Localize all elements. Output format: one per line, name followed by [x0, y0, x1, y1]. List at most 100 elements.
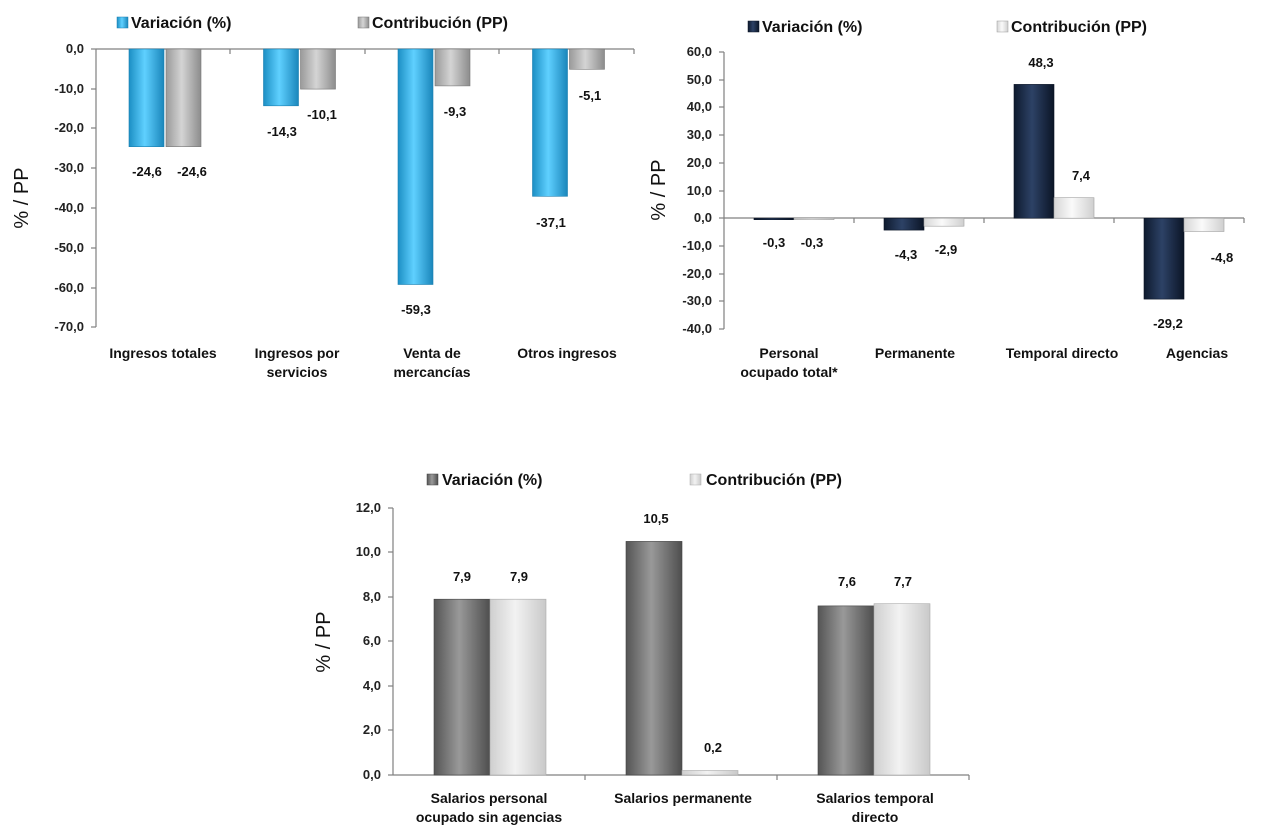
chart-personal: Variación (%) Contribución (PP) % / PP 6… — [648, 19, 1245, 380]
y-tick-label: 20,0 — [687, 155, 712, 170]
bar-variacion-4 — [1143, 217, 1185, 300]
data-labels: -0,3 -0,3 -4,3 -2,9 48,3 7,4 -29,2 -4,8 — [763, 55, 1233, 331]
bars — [433, 541, 931, 776]
data-label: -0,3 — [763, 235, 785, 250]
legend-label-contribucion: Contribución (PP) — [1011, 19, 1147, 36]
y-tick-label: -60,0 — [54, 280, 84, 295]
y-tick-label: 2,0 — [363, 722, 381, 737]
chart-ingresos: Variación (%) Contribución (PP) % / PP 0… — [11, 15, 635, 380]
legend-swatch-contribucion — [689, 473, 702, 486]
bar-variacion-3 — [1013, 84, 1055, 219]
legend: Variación (%) Contribución (PP) — [747, 19, 1147, 36]
x-category-label: Temporal directo — [1006, 345, 1119, 361]
legend-swatch-variacion — [747, 20, 760, 33]
y-tick-label: 40,0 — [687, 99, 712, 114]
legend-label-contribucion: Contribución (PP) — [706, 472, 842, 489]
bars — [128, 48, 605, 285]
x-category-label: Salarios temporal directo — [816, 790, 934, 825]
data-label: 7,6 — [838, 574, 856, 589]
bar-contribucion-1 — [793, 217, 835, 220]
y-tick-label: 10,0 — [687, 183, 712, 198]
bar-variacion-2 — [263, 48, 299, 107]
chart-salarios: Variación (%) Contribución (PP) % / PP 1… — [313, 472, 970, 825]
y-ticks: 0,0 -10,0 -20,0 -30,0 -40,0 -50,0 -60,0 … — [54, 41, 84, 334]
x-category-label: Salarios personal ocupado sin agencias — [416, 790, 562, 825]
y-tick-label: 50,0 — [687, 72, 712, 87]
bars — [753, 84, 1225, 300]
legend-swatch-contribucion — [996, 20, 1009, 33]
y-axis-title: % / PP — [648, 159, 670, 220]
bar-contribucion-4 — [1183, 217, 1225, 232]
legend-swatch-variacion — [426, 473, 439, 486]
y-axis-title: % / PP — [11, 167, 33, 228]
bar-contribucion-1 — [489, 598, 547, 776]
x-category-label: Otros ingresos — [517, 345, 617, 361]
data-label: 10,5 — [643, 511, 668, 526]
data-label: -29,2 — [1153, 316, 1183, 331]
bar-variacion-1 — [128, 48, 165, 147]
data-label: -4,8 — [1211, 250, 1233, 265]
y-tick-label: 6,0 — [363, 633, 381, 648]
data-label: -14,3 — [267, 124, 297, 139]
data-label: 7,4 — [1072, 168, 1091, 183]
data-label: -24,6 — [177, 164, 207, 179]
y-tick-label: -40,0 — [54, 200, 84, 215]
legend-swatch-variacion — [116, 16, 129, 29]
y-tick-label: -20,0 — [54, 120, 84, 135]
tick-marks — [91, 48, 635, 328]
data-label: -37,1 — [536, 215, 566, 230]
data-label: -4,3 — [895, 247, 917, 262]
x-category-label: Agencias — [1166, 345, 1228, 361]
y-tick-label: 0,0 — [694, 210, 712, 225]
bar-contribucion-3 — [434, 48, 471, 87]
data-label: 7,9 — [510, 569, 528, 584]
data-label: -5,1 — [579, 88, 601, 103]
y-tick-label: -10,0 — [54, 81, 84, 96]
bar-contribucion-3 — [873, 603, 931, 776]
legend: Variación (%) Contribución (PP) — [426, 472, 842, 489]
legend-label-variacion: Variación (%) — [131, 15, 231, 32]
x-category-label: Venta de mercancías — [393, 345, 470, 380]
bar-variacion-2 — [625, 541, 683, 776]
y-tick-label: -70,0 — [54, 319, 84, 334]
y-tick-label: -20,0 — [682, 266, 712, 281]
bar-variacion-3 — [397, 48, 434, 285]
tick-marks — [388, 507, 970, 780]
data-label: -9,3 — [444, 104, 466, 119]
data-label: 48,3 — [1028, 55, 1053, 70]
x-category-labels: Salarios personal ocupado sin agencias Sa… — [416, 790, 934, 825]
y-tick-label: -30,0 — [682, 293, 712, 308]
y-tick-label: 0,0 — [363, 767, 381, 782]
x-category-label: Permanente — [875, 345, 955, 361]
y-tick-label: 4,0 — [363, 678, 381, 693]
tick-marks — [719, 51, 1245, 330]
legend-label-variacion: Variación (%) — [762, 19, 862, 36]
y-axis-title: % / PP — [313, 611, 335, 672]
bar-contribucion-2 — [300, 48, 336, 90]
data-label: 7,7 — [894, 574, 912, 589]
x-category-label: Ingresos totales — [109, 345, 217, 361]
data-label: 0,2 — [704, 740, 722, 755]
data-label: 7,9 — [453, 569, 471, 584]
data-labels: -24,6 -24,6 -14,3 -10,1 -59,3 -9,3 -37,1… — [132, 88, 601, 317]
y-tick-label: -10,0 — [682, 238, 712, 253]
x-category-labels: Ingresos totales Ingresos por servicios V… — [109, 345, 617, 380]
y-tick-label: 30,0 — [687, 127, 712, 142]
legend: Variación (%) Contribución (PP) — [116, 15, 508, 32]
bar-variacion-4 — [532, 48, 568, 197]
data-label: -10,1 — [307, 107, 337, 122]
x-category-label: Salarios permanente — [614, 790, 752, 806]
y-tick-label: -40,0 — [682, 321, 712, 336]
y-tick-label: 10,0 — [356, 544, 381, 559]
y-tick-label: 12,0 — [356, 500, 381, 515]
data-label: -0,3 — [801, 235, 823, 250]
data-label: -59,3 — [401, 302, 431, 317]
y-tick-label: 0,0 — [66, 41, 84, 56]
y-tick-label: -30,0 — [54, 160, 84, 175]
x-category-label: Ingresos por servicios — [255, 345, 340, 380]
bar-variacion-1 — [753, 217, 795, 220]
y-tick-label: 60,0 — [687, 44, 712, 59]
bar-contribucion-1 — [165, 48, 202, 147]
y-tick-label: -50,0 — [54, 240, 84, 255]
legend-swatch-contribucion — [357, 16, 370, 29]
